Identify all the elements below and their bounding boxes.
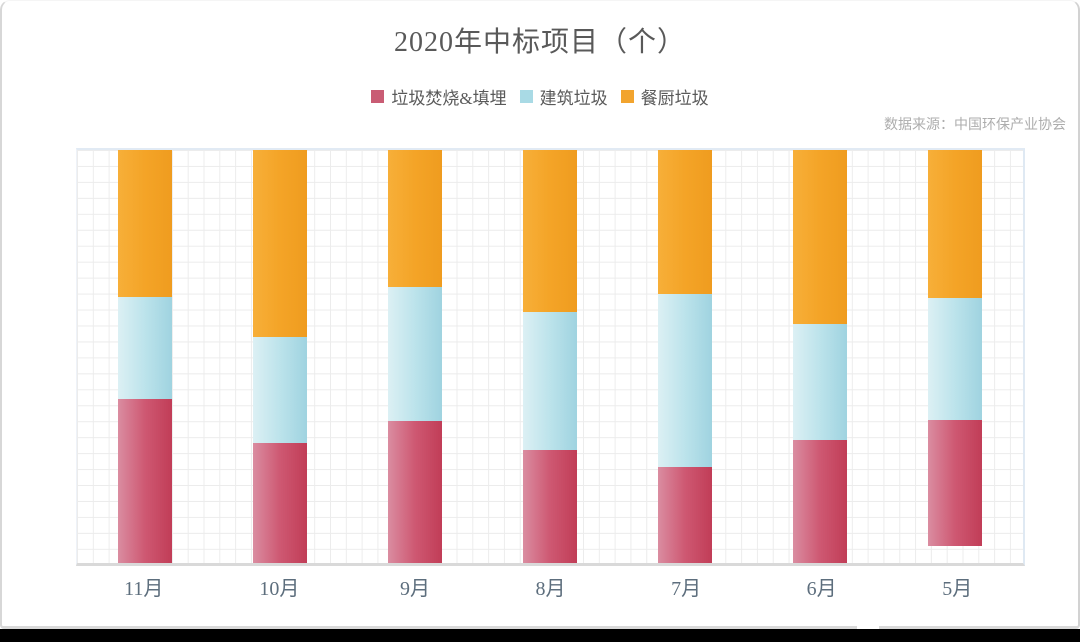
bar-segment-construction-waste [252,336,307,443]
bar-segment-incineration-landfill [387,420,442,563]
stacked-bar-11月 [117,150,172,563]
legend-item-kitchen-waste: 餐厨垃圾 [620,84,709,109]
bar-slot-8月 [482,150,617,563]
legend-swatch-incineration-landfill [371,90,385,103]
legend-swatch-construction-waste [519,90,533,103]
bar-segment-kitchen-waste [117,150,172,298]
bar-segment-construction-waste [928,297,983,420]
x-axis: 11月 10月 9月 8月 7月 6月 5月 [76,572,1025,601]
bottom-black-bar [0,629,1080,642]
legend-label: 餐厨垃圾 [640,89,709,108]
bar-segment-kitchen-waste [928,150,983,298]
x-axis-label-7月: 7月 [671,578,702,600]
stacked-bar-10月 [252,150,307,563]
bars-row [77,150,1023,563]
bar-segment-incineration-landfill [658,467,713,563]
bar-slot-5月 [888,150,1023,563]
bar-segment-incineration-landfill [928,419,983,547]
bar-slot-6月 [753,150,888,563]
bar-segment-construction-waste [522,311,577,450]
bar-segment-kitchen-waste [793,150,848,324]
legend-swatch-kitchen-waste [620,90,634,103]
legend: 垃圾焚烧&填埋 建筑垃圾 餐厨垃圾 [0,84,1080,109]
legend-item-construction-waste: 建筑垃圾 [519,84,608,109]
x-axis-label-5月: 5月 [942,578,973,600]
x-axis-label-11月: 11月 [124,578,164,600]
bar-segment-construction-waste [117,297,172,400]
bar-segment-incineration-landfill [252,442,307,563]
stacked-bar-9月 [387,150,442,563]
bar-segment-construction-waste [658,294,713,468]
bar-slot-9月 [347,150,482,563]
bar-segment-kitchen-waste [252,150,307,337]
bar-slot-11月 [77,150,212,563]
bar-segment-kitchen-waste [522,150,577,312]
bar-segment-incineration-landfill [793,439,848,563]
bar-segment-construction-waste [793,323,848,440]
bar-slot-7月 [618,150,753,563]
stacked-bar-8月 [522,150,577,563]
stacked-bar-5月 [928,150,983,563]
bar-slot-10月 [212,150,347,563]
legend-label: 建筑垃圾 [539,89,608,108]
x-axis-label-9月: 9月 [399,578,430,600]
bar-segment-kitchen-waste [658,150,713,295]
x-axis-label-8月: 8月 [535,578,566,600]
source-note: 数据来源：中国环保产业协会 [884,118,1066,133]
plot-area [76,148,1025,566]
x-axis-label-10月: 10月 [259,578,300,600]
legend-item-incineration-landfill: 垃圾焚烧&填埋 [371,84,507,109]
x-axis-label-6月: 6月 [806,578,837,600]
bar-segment-incineration-landfill [522,449,577,563]
bottom-notch [857,625,879,630]
bar-segment-incineration-landfill [117,399,172,563]
bar-segment-kitchen-waste [387,150,442,288]
bar-segment-construction-waste [387,287,442,421]
chart-title: 2020年中标项目（个） [393,27,686,58]
stacked-bar-6月 [793,150,848,563]
stacked-bar-7月 [658,150,713,563]
legend-label: 垃圾焚烧&填埋 [391,89,507,108]
